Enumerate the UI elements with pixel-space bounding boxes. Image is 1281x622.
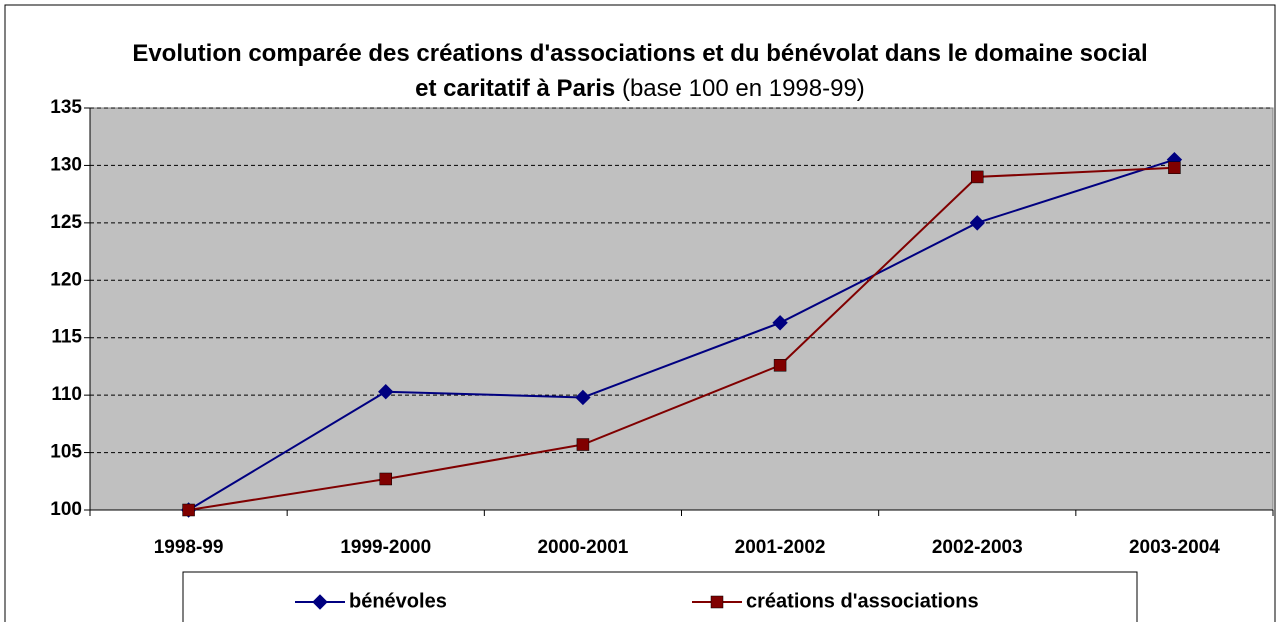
point-marker [710, 595, 724, 609]
point-marker [576, 438, 590, 451]
y-tick-label: 100 [50, 499, 82, 520]
point-marker [312, 594, 328, 610]
x-tick-label: 2002-2003 [932, 537, 1023, 558]
y-tick-label: 135 [50, 97, 82, 118]
y-tick-label: 130 [50, 154, 82, 175]
point-marker [182, 503, 195, 517]
y-tick-label: 105 [50, 442, 82, 463]
chart-title: Evolution comparée des créations d'assoc… [132, 40, 1148, 102]
plot-area [89, 107, 1274, 511]
point-marker [971, 170, 984, 184]
x-tick-label: 2003-2004 [1129, 537, 1220, 558]
chart-subtitle: (base 100 en 1998-99) [621, 75, 865, 102]
point-marker [379, 472, 392, 486]
y-tick-label: 120 [50, 269, 82, 290]
series-line [188, 158, 1175, 511]
point-marker [773, 359, 787, 372]
legend-box [182, 571, 1138, 622]
legend-label: créations d'associations [746, 590, 979, 612]
x-tick-label: 1998-99 [154, 537, 224, 558]
legend-label: bénévoles [349, 590, 447, 612]
point-marker [1168, 161, 1181, 174]
point-marker [575, 389, 591, 406]
point-marker [772, 315, 788, 331]
series-line [188, 166, 1175, 511]
point-marker [969, 215, 985, 231]
point-marker [378, 383, 394, 400]
x-tick-label: 2001-2002 [735, 537, 826, 558]
x-tick-label: 2000-2001 [537, 537, 628, 558]
x-tick-label: 1999-2000 [340, 537, 431, 558]
y-tick-label: 110 [51, 384, 82, 405]
y-tick-label: 125 [50, 212, 82, 233]
chart-title-block: Evolution comparée des créations d'assoc… [120, 36, 1160, 106]
y-tick-label: 115 [51, 327, 82, 348]
